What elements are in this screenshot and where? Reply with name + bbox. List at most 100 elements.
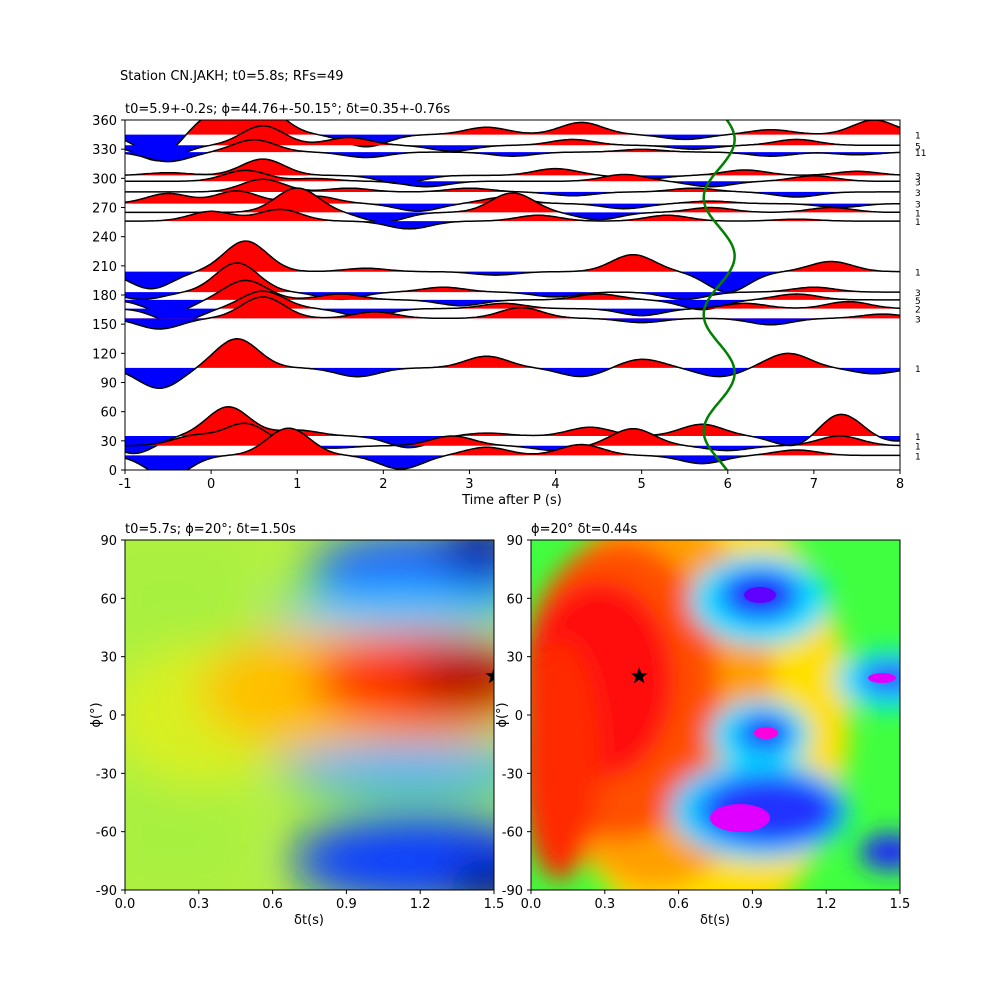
grid-xtick-label: 0.6 <box>262 897 283 912</box>
rf-trace-negative-fill <box>125 367 900 389</box>
rf-xtick-label: 4 <box>551 477 559 492</box>
rf-trace-positive-fill <box>125 159 900 176</box>
grid-ytick-label: 90 <box>506 534 523 549</box>
misfit-xlabel: δt(s) <box>700 913 730 928</box>
rf-trace-line <box>125 187 900 223</box>
rf-trace-positive-fill <box>125 280 900 300</box>
grid-ytick-label: 60 <box>100 592 117 607</box>
rf-xtick-label: 8 <box>896 477 904 492</box>
rf-trace-count: 1 <box>915 209 921 219</box>
misfit-panel: ϕ=20° δt=0.44s <box>495 522 910 928</box>
rf-trace-positive-fill <box>125 188 900 213</box>
rf-trace-line <box>125 422 900 452</box>
rf-trace-line <box>125 262 900 301</box>
grid-xtick-label: 0.9 <box>742 897 763 912</box>
energy-panel: t0=5.7s; ϕ=20°; δt=1.50s 0.0 0.3 0.6 0.9 1.2… <box>89 522 505 928</box>
grid-ytick-label: -60 <box>96 826 117 841</box>
rf-ytick-label: 60 <box>100 406 117 421</box>
rf-trace-line <box>125 169 900 188</box>
rf-trace-count: 2 <box>915 306 921 316</box>
rf-trace-line <box>125 338 900 390</box>
grid-ytick-label: -90 <box>96 884 117 899</box>
grid-xtick-label: 1.2 <box>816 897 837 912</box>
rf-trace-negative-fill <box>125 292 900 300</box>
grid-ytick-label: -30 <box>96 767 117 782</box>
rf-trace-negative-fill <box>125 455 900 470</box>
rf-trace-count: 3 <box>915 172 921 182</box>
rf-xtick-label: 0 <box>207 477 215 492</box>
rf-trace-count: 3 <box>915 189 921 199</box>
rf-ytick-label: 210 <box>92 260 117 275</box>
rf-trace-negative-fill <box>125 191 900 197</box>
grid-ytick-label: 30 <box>506 651 523 666</box>
grid-ytick-label: 60 <box>506 592 523 607</box>
grid-xtick-label: 0.9 <box>336 897 357 912</box>
rf-trace-line <box>125 427 900 470</box>
rf-trace-count: 5 <box>915 142 921 152</box>
misfit-panel-title: ϕ=20° δt=0.44s <box>531 522 638 537</box>
rf-trace-line <box>125 158 900 185</box>
rf-ytick-label: 90 <box>100 377 117 392</box>
rf-ytick-label: 150 <box>92 318 117 333</box>
rf-ytick-label: 270 <box>92 202 117 217</box>
grid-ytick-label: 0 <box>109 709 117 724</box>
rf-trace-positive-fill <box>125 428 900 456</box>
rf-trace-negative-fill <box>125 203 900 212</box>
rf-trace-line <box>125 120 900 157</box>
rf-ytick-label: 240 <box>92 231 117 246</box>
rf-trace-count: 11 <box>915 149 926 159</box>
grid-ytick-label: -90 <box>502 884 523 899</box>
t0-curve <box>702 120 736 470</box>
rf-trace-positive-fill <box>125 262 900 293</box>
rf-trace-count: 1 <box>915 433 921 443</box>
rf-xtick-label: -1 <box>119 477 132 492</box>
rf-trace-negative-fill <box>125 271 900 293</box>
rf-trace-count: 1 <box>915 269 921 279</box>
rf-trace-positive-fill <box>125 423 900 446</box>
rf-trace-count: 5 <box>915 297 921 307</box>
energy-xlabel: δt(s) <box>294 913 324 928</box>
rf-trace-count: 3 <box>915 178 921 188</box>
grid-xtick-label: 1.2 <box>410 897 431 912</box>
rf-trace-positive-fill <box>125 297 900 319</box>
rf-trace-count: 3 <box>915 315 921 325</box>
best-fit-star-icon <box>485 667 494 684</box>
rf-xtick-label: 2 <box>379 477 387 492</box>
rf-trace-line <box>125 406 900 455</box>
rf-ytick-label: 300 <box>92 172 117 187</box>
rf-trace-count: 3 <box>915 201 921 211</box>
rf-panel: t0=5.9+-0.2s; ϕ=44.76+-50.15°; δt=0.35+-… <box>92 102 926 508</box>
misfit-ylabel: ϕ(°) <box>495 702 510 727</box>
rf-trace-line <box>125 178 900 198</box>
grid-ytick-label: 90 <box>100 534 117 549</box>
rf-trace-line <box>125 139 900 163</box>
rf-xtick-label: 7 <box>810 477 818 492</box>
rf-trace-line <box>125 240 900 293</box>
rf-trace-negative-fill <box>125 152 900 162</box>
rf-trace-count: 1 <box>915 132 921 142</box>
grid-ytick-label: -60 <box>502 826 523 841</box>
grid-xtick-label: 1.5 <box>484 897 505 912</box>
rf-xtick-label: 6 <box>724 477 732 492</box>
rf-ytick-label: 120 <box>92 347 117 362</box>
rf-ytick-label: 0 <box>109 464 117 479</box>
grid-xtick-label: 0.0 <box>115 897 136 912</box>
rf-xtick-label: 1 <box>293 477 301 492</box>
rf-trace-count: 1 <box>915 365 921 375</box>
rf-trace-count: 1 <box>915 452 921 462</box>
rf-trace-line <box>125 279 900 315</box>
rf-xtick-label: 5 <box>638 477 646 492</box>
rf-trace-count: 1 <box>915 218 921 228</box>
rf-ytick-label: 330 <box>92 143 117 158</box>
rf-trace-count: 1 <box>915 443 921 453</box>
rf-xlabel: Time after P (s) <box>461 493 562 508</box>
rf-trace-count: 3 <box>915 289 921 299</box>
grid-xtick-label: 0.0 <box>521 897 542 912</box>
grid-ytick-label: -30 <box>502 767 523 782</box>
rf-trace-line <box>125 125 900 162</box>
rf-ytick-label: 180 <box>92 289 117 304</box>
grid-xtick-label: 0.6 <box>668 897 689 912</box>
rf-ytick-label: 360 <box>92 114 117 129</box>
rf-trace-negative-fill <box>125 221 900 229</box>
rf-ytick-label: 30 <box>100 435 117 450</box>
